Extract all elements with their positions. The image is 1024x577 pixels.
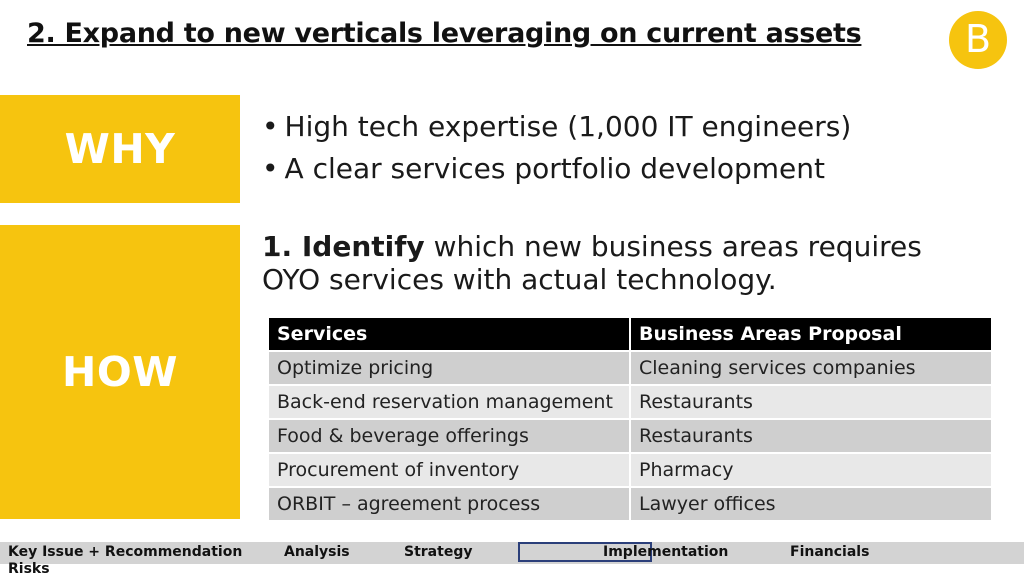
business-area-cell: Restaurants <box>630 418 991 453</box>
table-row: Back-end reservation management Restaura… <box>269 384 991 419</box>
logo-letter: B <box>964 17 992 61</box>
nav-item-analysis[interactable]: Analysis <box>284 544 350 560</box>
why-bullet-text: A clear services portfolio development <box>284 152 826 185</box>
table-row: ORBIT – agreement process Lawyer offices <box>269 486 991 520</box>
why-bullet: • High tech expertise (1,000 IT engineers… <box>262 106 851 148</box>
nav-active-highlight <box>518 542 652 562</box>
service-cell: ORBIT – agreement process <box>269 486 631 520</box>
nav-item-financials[interactable]: Financials <box>790 544 870 560</box>
table-row: Optimize pricing Cleaning services compa… <box>269 350 991 385</box>
why-bullet-text: High tech expertise (1,000 IT engineers) <box>284 110 852 143</box>
why-block: WHY <box>0 95 240 203</box>
service-cell: Back-end reservation management <box>269 384 631 419</box>
how-block: HOW <box>0 225 240 519</box>
service-cell: Optimize pricing <box>269 350 631 385</box>
business-area-cell: Lawyer offices <box>630 486 991 520</box>
nav-item-strategy[interactable]: Strategy <box>404 544 473 560</box>
service-cell: Food & beverage offerings <box>269 418 631 453</box>
column-header-business-areas: Business Areas Proposal <box>630 318 991 351</box>
business-area-cell: Restaurants <box>630 384 991 419</box>
footer-nav-bar <box>0 542 1024 564</box>
brand-logo: B <box>949 11 1007 69</box>
table-row: Food & beverage offerings Restaurants <box>269 418 991 453</box>
step-text: which new business areas requires OYO se… <box>262 230 922 296</box>
how-label: HOW <box>62 348 178 396</box>
step-bold: 1. Identify <box>262 230 425 263</box>
bullet-icon: • <box>262 152 279 185</box>
bullet-icon: • <box>262 110 279 143</box>
business-area-cell: Cleaning services companies <box>630 350 991 385</box>
why-label: WHY <box>64 125 176 173</box>
how-step: 1. Identify which new business areas req… <box>262 230 942 296</box>
why-bullet: • A clear services portfolio development <box>262 148 851 190</box>
table-row: Procurement of inventory Pharmacy <box>269 452 991 487</box>
nav-item-key-issue[interactable]: Key Issue + Recommendation <box>8 544 243 560</box>
table-header-row: Services Business Areas Proposal <box>269 318 991 351</box>
services-table: Services Business Areas Proposal Optimiz… <box>269 318 991 520</box>
service-cell: Procurement of inventory <box>269 452 631 487</box>
column-header-services: Services <box>269 318 631 351</box>
why-bullet-list: • High tech expertise (1,000 IT engineers… <box>262 106 851 190</box>
business-area-cell: Pharmacy <box>630 452 991 487</box>
nav-item-risks[interactable]: Risks <box>8 561 50 577</box>
slide-title: 2. Expand to new verticals leveraging on… <box>27 18 862 49</box>
nav-item-implementation[interactable]: Implementation <box>603 544 729 560</box>
